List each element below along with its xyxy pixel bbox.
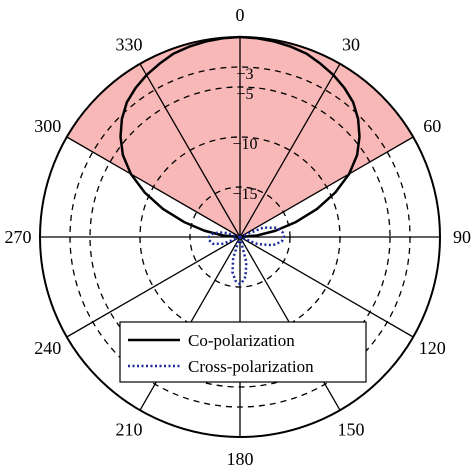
series-co-polarization xyxy=(119,35,361,239)
spoke-240 xyxy=(66,236,241,338)
radial-tick-label: −3 xyxy=(236,66,253,83)
legend: Co-polarization Cross-polarization xyxy=(119,321,367,383)
spoke-330 xyxy=(139,63,241,238)
angle-tick-label-240: 240 xyxy=(34,338,61,358)
angle-tick-label-180: 180 xyxy=(227,449,254,467)
radial-tick-label: −5 xyxy=(236,86,253,103)
angle-tick-label-60: 60 xyxy=(423,116,441,136)
angle-tick-label-150: 150 xyxy=(338,419,365,439)
legend-box xyxy=(119,321,367,383)
series-cross-polarization xyxy=(207,231,241,246)
series-cross-polarization xyxy=(239,226,286,247)
angle-tick-label-30: 30 xyxy=(342,35,360,55)
angle-tick-labels: 0 30 60 90 120 150 180 210 240 270 300 330 xyxy=(5,5,472,467)
spoke-30 xyxy=(239,63,341,238)
spoke-120 xyxy=(239,236,414,338)
radial-tick-label: −10 xyxy=(232,136,257,153)
spoke-60 xyxy=(239,136,414,238)
radial-tick-label: −15 xyxy=(232,186,257,203)
angle-tick-label-90: 90 xyxy=(453,227,471,247)
radial-tick-labels: −3 −5 −10 −15 xyxy=(232,66,257,203)
legend-label-cross-polarization: Cross-polarization xyxy=(188,357,314,376)
angle-tick-label-120: 120 xyxy=(419,338,446,358)
angle-tick-label-0: 0 xyxy=(236,5,245,25)
angle-tick-label-330: 330 xyxy=(116,35,143,55)
angle-tick-label-300: 300 xyxy=(34,116,61,136)
series-layer xyxy=(119,35,361,286)
angle-tick-label-210: 210 xyxy=(116,419,143,439)
series-cross-polarization xyxy=(231,236,248,286)
angle-tick-label-270: 270 xyxy=(5,227,32,247)
spoke-300 xyxy=(66,136,241,238)
legend-label-co-polarization: Co-polarization xyxy=(188,331,295,350)
